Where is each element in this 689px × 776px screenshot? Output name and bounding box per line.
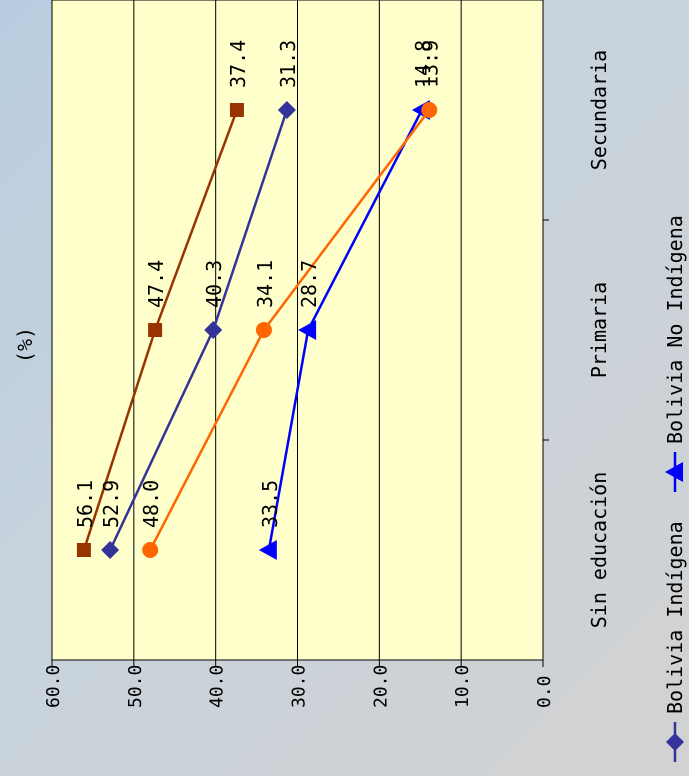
data-point	[666, 733, 684, 751]
data-label: 56.1	[73, 480, 97, 528]
data-point	[298, 320, 317, 340]
value-tick-label: 30.0	[289, 665, 310, 708]
value-tick-label: 50.0	[125, 665, 146, 708]
data-point	[255, 322, 272, 338]
gridlines	[133, 0, 462, 660]
value-tick-label: 40.0	[207, 665, 228, 708]
data-point	[204, 321, 223, 339]
legend-label: Bolivia Indígena	[663, 521, 687, 714]
series-2	[76, 103, 244, 557]
y-axis-title: (%)	[13, 327, 37, 363]
data-label: 28.7	[297, 260, 321, 308]
series-3	[142, 102, 438, 558]
data-point	[148, 323, 163, 337]
x-axis: Sin educación Primaria Secundaria	[543, 50, 611, 628]
data-point	[229, 103, 244, 117]
data-label: 40.3	[202, 260, 226, 308]
data-point	[277, 101, 296, 119]
data-label: 33.5	[258, 480, 282, 528]
series-layer	[76, 100, 438, 560]
category-label: Secundaria	[587, 50, 611, 170]
y-axis: 0.0 10.0 20.0 30.0 40.0 50.0 60.0	[43, 0, 555, 708]
data-point	[421, 102, 438, 118]
legend: Bolivia Indígena Bolivia No Indígena	[663, 215, 687, 762]
data-point	[101, 541, 120, 559]
data-label: 14.8	[411, 40, 435, 88]
data-label: 37.4	[226, 40, 250, 88]
data-labels: 52.9 40.3 31.3 33.5 28.7 14.8 56.1 47.4 37.4 48.0…	[73, 40, 442, 528]
data-label: 52.9	[99, 480, 123, 528]
data-label: 13.9	[418, 40, 442, 88]
value-tick-label: 0.0	[534, 675, 555, 708]
data-point	[76, 543, 91, 557]
data-point	[258, 540, 277, 560]
data-point	[665, 462, 683, 482]
data-label: 34.1	[253, 260, 277, 308]
legend-label: Bolivia No Indígena	[663, 215, 687, 444]
category-label: Sin educación	[587, 472, 611, 629]
category-label: Primaria	[587, 282, 611, 378]
value-tick-label: 60.0	[43, 665, 64, 708]
data-label: 31.3	[276, 40, 300, 88]
value-tick-label: 10.0	[452, 665, 473, 708]
data-label: 48.0	[139, 480, 163, 528]
series-0	[101, 101, 296, 559]
value-tick-label: 20.0	[370, 665, 391, 708]
data-label: 47.4	[144, 260, 168, 308]
data-point	[142, 542, 159, 558]
